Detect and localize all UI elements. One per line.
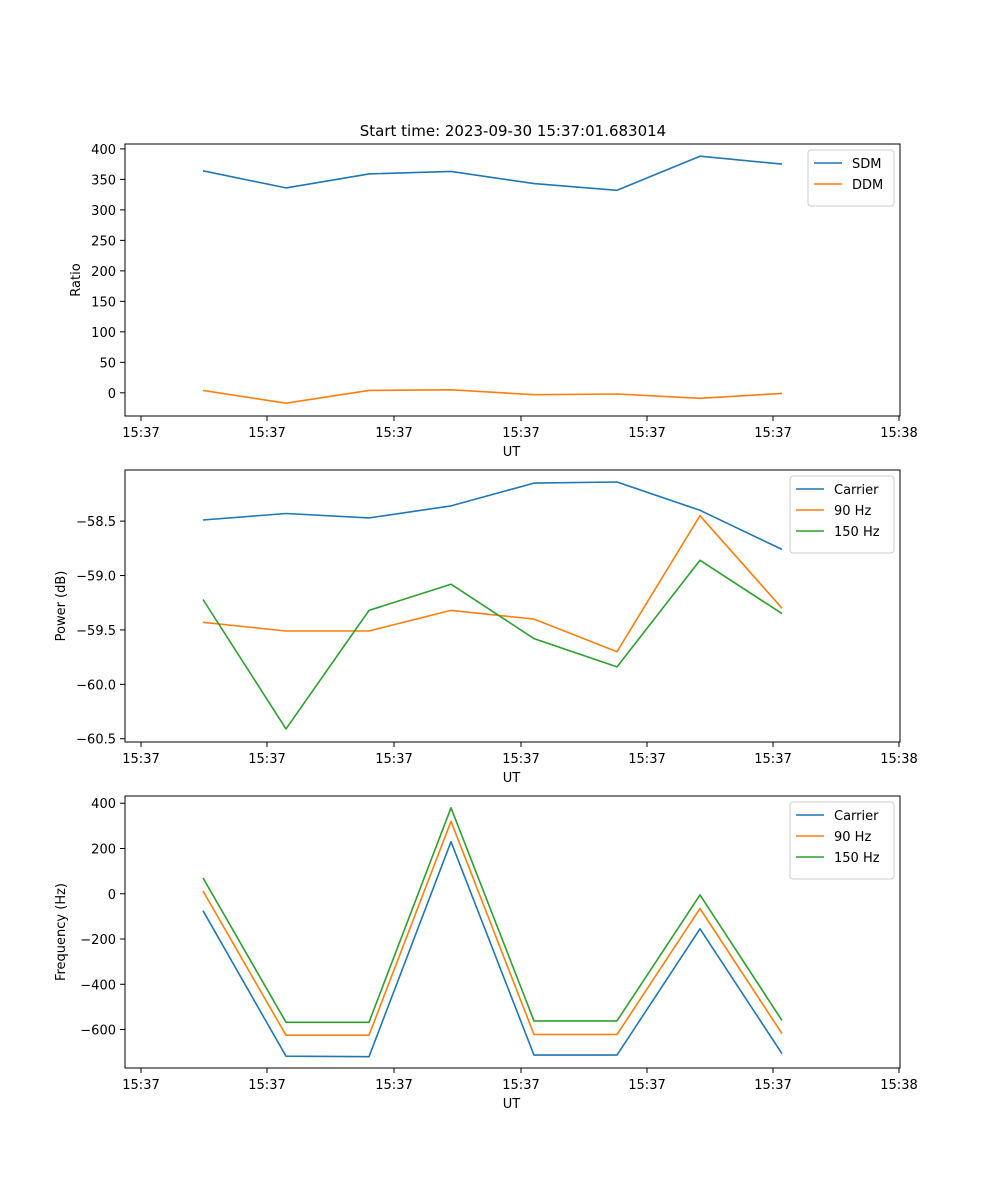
series-line-carrier [202, 481, 783, 551]
legend-box [789, 801, 895, 880]
series-line-90-hz [202, 820, 783, 1036]
y-tick-label: 400 [91, 797, 116, 812]
x-tick-label: 15:38 [880, 752, 917, 767]
y-axis-label: Ratio [69, 263, 84, 296]
x-tick-label: 15:37 [502, 426, 539, 441]
y-axis-label: Power (dB) [54, 571, 69, 642]
x-tick-label: 15:37 [375, 426, 412, 441]
x-tick-label: 15:37 [754, 1078, 791, 1093]
x-tick-label: 15:37 [628, 426, 665, 441]
x-tick-label: 15:37 [122, 426, 159, 441]
y-tick-label: 350 [91, 173, 116, 188]
legend-label: SDM [852, 157, 881, 172]
subplot-1: 15:37 15:37 15:37 15:37 15:37 15:37 15:38 UT 0 50… [69, 143, 918, 460]
legend-label: 90 Hz [834, 504, 871, 519]
legend-label: 150 Hz [834, 525, 880, 540]
legend: SDM DDM [807, 149, 895, 207]
legend: Carrier 90 Hz 150 Hz [789, 475, 895, 554]
y-tick-label: −600 [80, 1024, 116, 1039]
legend: Carrier 90 Hz 150 Hz [789, 801, 895, 880]
y-tick-label: 50 [99, 356, 116, 371]
x-tick-label: 15:37 [754, 752, 791, 767]
x-tick-label: 15:37 [502, 752, 539, 767]
y-tick-label: −200 [80, 933, 116, 948]
y-tick-label: −59.0 [76, 570, 116, 585]
y-tick-label: −400 [80, 978, 116, 993]
y-tick-label: −58.5 [76, 515, 116, 530]
y-tick-label: 0 [108, 387, 116, 402]
legend-label: 90 Hz [834, 830, 871, 845]
y-tick-label: 0 [108, 888, 116, 903]
y-tick-label: −59.5 [76, 624, 116, 639]
y-tick-label: 150 [91, 295, 116, 310]
legend-label: 150 Hz [834, 851, 880, 866]
y-tick-label: 200 [91, 265, 116, 280]
x-axis-label: UT [503, 445, 521, 460]
legend-label: DDM [852, 178, 883, 193]
y-tick-label: 250 [91, 234, 116, 249]
x-axis-label: UT [503, 1097, 521, 1112]
plot-frame [124, 795, 901, 1069]
legend-label: Carrier [834, 809, 879, 824]
series-line-sdm [202, 155, 783, 192]
series-line-carrier [202, 840, 783, 1058]
x-tick-label: 15:37 [122, 1078, 159, 1093]
legend-box [807, 149, 895, 207]
x-tick-label: 15:37 [754, 426, 791, 441]
x-tick-label: 15:37 [248, 1078, 285, 1093]
y-tick-label: −60.0 [76, 678, 116, 693]
x-tick-label: 15:37 [122, 752, 159, 767]
plot-frame [124, 469, 901, 743]
series-line-150-hz [202, 559, 783, 730]
legend-label: Carrier [834, 483, 879, 498]
figure-title: Start time: 2023-09-30 15:37:01.683014 [360, 122, 666, 140]
series-line-90-hz [202, 514, 783, 653]
y-tick-label: 300 [91, 204, 116, 219]
subplot-3: 15:37 15:37 15:37 15:37 15:37 15:37 15:38 UT −60… [54, 795, 918, 1112]
legend-box [789, 475, 895, 554]
series-line-150-hz [202, 806, 783, 1024]
plot-frame [124, 143, 901, 417]
y-tick-label: −60.5 [76, 733, 116, 748]
x-tick-label: 15:37 [375, 1078, 412, 1093]
x-tick-label: 15:37 [628, 752, 665, 767]
x-tick-label: 15:37 [502, 1078, 539, 1093]
y-axis-label: Frequency (Hz) [54, 883, 69, 981]
x-tick-label: 15:38 [880, 426, 917, 441]
x-tick-label: 15:37 [248, 752, 285, 767]
x-tick-label: 15:37 [628, 1078, 665, 1093]
x-tick-label: 15:37 [375, 752, 412, 767]
y-tick-label: 400 [91, 143, 116, 158]
x-tick-label: 15:38 [880, 1078, 917, 1093]
x-tick-label: 15:37 [248, 426, 285, 441]
y-tick-label: 200 [91, 842, 116, 857]
series-line-ddm [202, 388, 783, 405]
x-axis-label: UT [503, 771, 521, 786]
subplot-2: 15:37 15:37 15:37 15:37 15:37 15:37 15:38 UT −60… [54, 469, 918, 786]
y-tick-label: 100 [91, 326, 116, 341]
